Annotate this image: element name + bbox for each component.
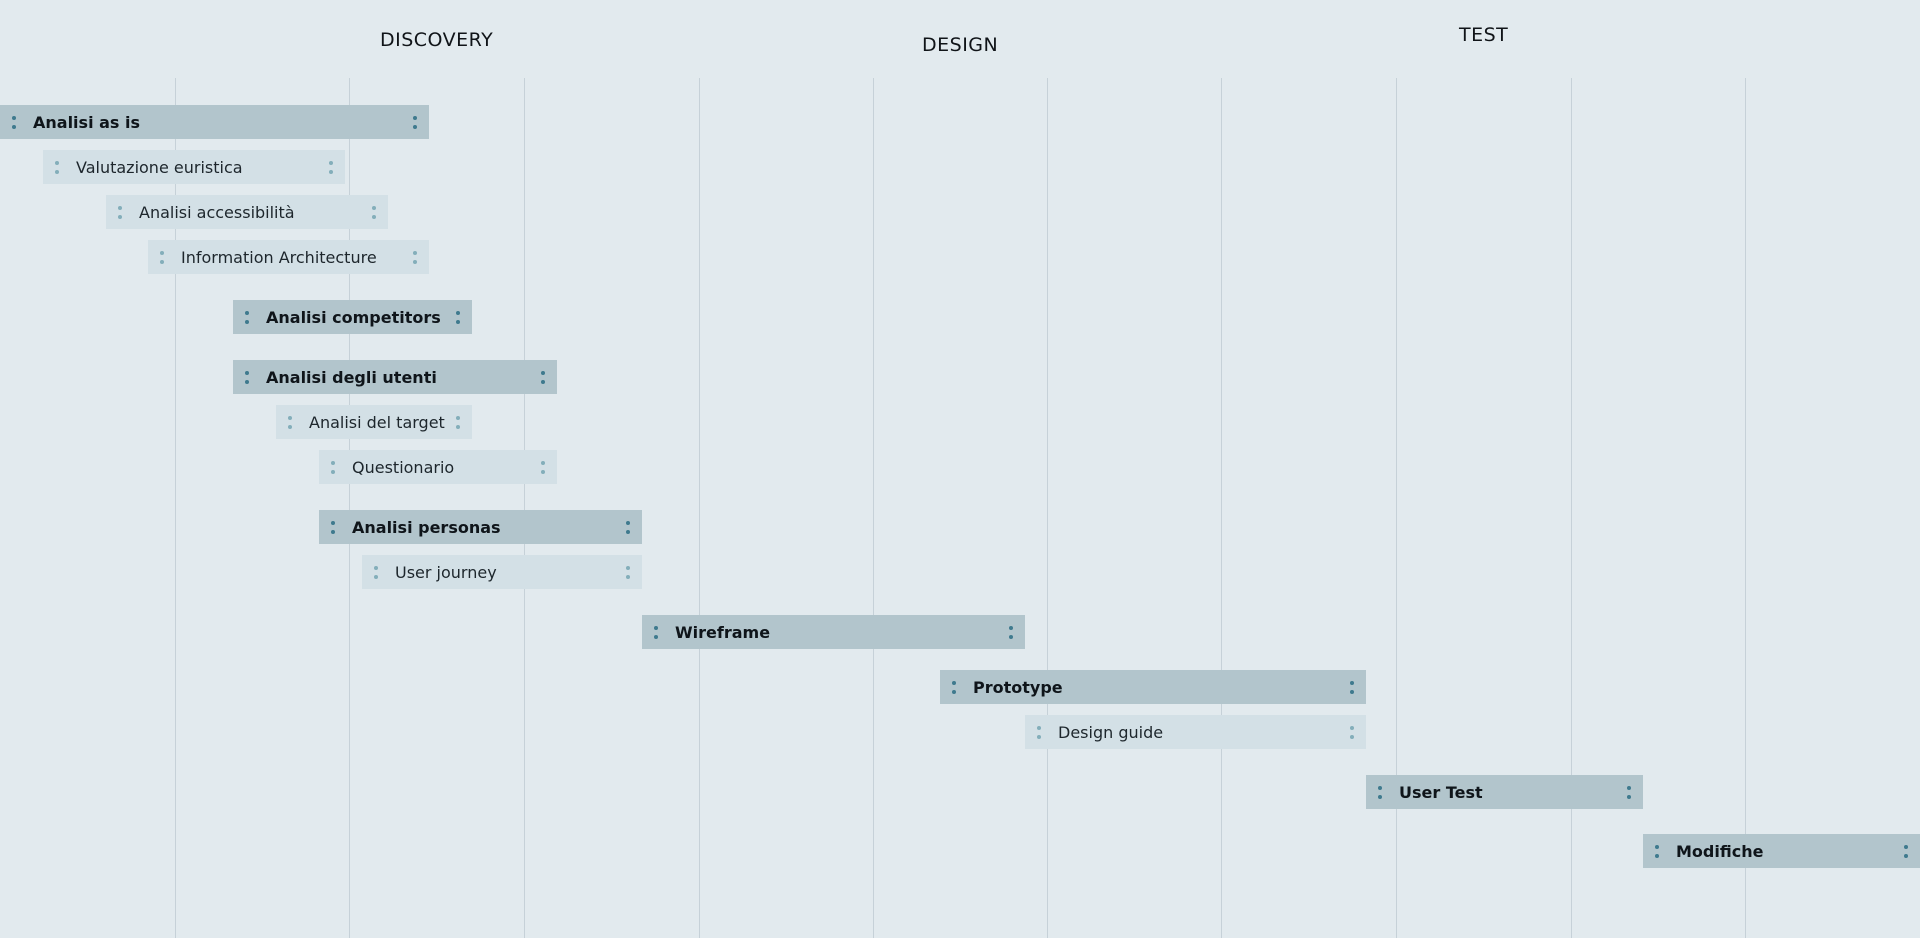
- drag-handle-icon[interactable]: [160, 251, 164, 264]
- task-label: Analisi accessibilità: [139, 202, 295, 222]
- task-bar-modifiche[interactable]: Modifiche: [1643, 834, 1920, 868]
- grid-line: [1571, 78, 1572, 938]
- drag-handle-icon[interactable]: [456, 311, 460, 324]
- grid-line: [1047, 78, 1048, 938]
- grid-line: [1745, 78, 1746, 938]
- grid-line: [699, 78, 700, 938]
- grid-line: [175, 78, 176, 938]
- task-label: User journey: [395, 562, 497, 582]
- drag-handle-icon[interactable]: [654, 626, 658, 639]
- task-bar-valutazione-euristica[interactable]: Valutazione euristica: [43, 150, 345, 184]
- task-bar-wireframe[interactable]: Wireframe: [642, 615, 1025, 649]
- drag-handle-icon[interactable]: [541, 371, 545, 384]
- drag-handle-icon[interactable]: [952, 681, 956, 694]
- task-label: Modifiche: [1676, 841, 1764, 861]
- task-bar-user-journey[interactable]: User journey: [362, 555, 642, 589]
- task-label: Analisi del target: [309, 412, 445, 432]
- task-bar-design-guide[interactable]: Design guide: [1025, 715, 1366, 749]
- task-bar-analisi-competitors[interactable]: Analisi competitors: [233, 300, 472, 334]
- drag-handle-icon[interactable]: [245, 311, 249, 324]
- drag-handle-icon[interactable]: [1904, 845, 1908, 858]
- drag-handle-icon[interactable]: [1655, 845, 1659, 858]
- drag-handle-icon[interactable]: [1350, 726, 1354, 739]
- drag-handle-icon[interactable]: [1037, 726, 1041, 739]
- task-bar-analisi-accessibilita[interactable]: Analisi accessibilità: [106, 195, 388, 229]
- task-label: Questionario: [352, 457, 455, 477]
- drag-handle-icon[interactable]: [331, 521, 335, 534]
- drag-handle-icon[interactable]: [413, 116, 417, 129]
- task-bar-analisi-degli-utenti[interactable]: Analisi degli utenti: [233, 360, 557, 394]
- grid-line: [524, 78, 525, 938]
- drag-handle-icon[interactable]: [1350, 681, 1354, 694]
- grid-line: [1221, 78, 1222, 938]
- task-label: Analisi personas: [352, 517, 501, 537]
- drag-handle-icon[interactable]: [1378, 786, 1382, 799]
- drag-handle-icon[interactable]: [288, 416, 292, 429]
- grid-line: [349, 78, 350, 938]
- task-bar-analisi-del-target[interactable]: Analisi del target: [276, 405, 472, 439]
- task-bar-analisi-as-is[interactable]: Analisi as is: [0, 105, 429, 139]
- task-label: Analisi as is: [33, 112, 141, 132]
- drag-handle-icon[interactable]: [1627, 786, 1631, 799]
- drag-handle-icon[interactable]: [626, 521, 630, 534]
- drag-handle-icon[interactable]: [329, 161, 333, 174]
- task-bar-user-test[interactable]: User Test: [1366, 775, 1643, 809]
- task-bar-analisi-personas[interactable]: Analisi personas: [319, 510, 642, 544]
- task-label: Analisi competitors: [266, 307, 441, 327]
- drag-handle-icon[interactable]: [413, 251, 417, 264]
- grid-line: [1396, 78, 1397, 938]
- phase-label-discovery: DISCOVERY: [380, 29, 494, 51]
- drag-handle-icon[interactable]: [12, 116, 16, 129]
- drag-handle-icon[interactable]: [626, 566, 630, 579]
- drag-handle-icon[interactable]: [331, 461, 335, 474]
- task-label: Design guide: [1058, 722, 1164, 742]
- drag-handle-icon[interactable]: [374, 566, 378, 579]
- phase-label-test: TEST: [1459, 24, 1509, 46]
- phase-label-design: DESIGN: [922, 34, 999, 56]
- task-label: Analisi degli utenti: [266, 367, 437, 387]
- drag-handle-icon[interactable]: [118, 206, 122, 219]
- task-label: Wireframe: [675, 622, 771, 642]
- task-bar-information-architecture[interactable]: Information Architecture: [148, 240, 429, 274]
- task-bar-questionario[interactable]: Questionario: [319, 450, 557, 484]
- task-bar-prototype[interactable]: Prototype: [940, 670, 1366, 704]
- drag-handle-icon[interactable]: [372, 206, 376, 219]
- drag-handle-icon[interactable]: [245, 371, 249, 384]
- grid-line: [873, 78, 874, 938]
- drag-handle-icon[interactable]: [55, 161, 59, 174]
- task-label: Valutazione euristica: [76, 157, 243, 177]
- task-label: Information Architecture: [181, 247, 377, 267]
- task-label: Prototype: [973, 677, 1063, 697]
- drag-handle-icon[interactable]: [541, 461, 545, 474]
- drag-handle-icon[interactable]: [456, 416, 460, 429]
- drag-handle-icon[interactable]: [1009, 626, 1013, 639]
- task-label: User Test: [1399, 782, 1483, 802]
